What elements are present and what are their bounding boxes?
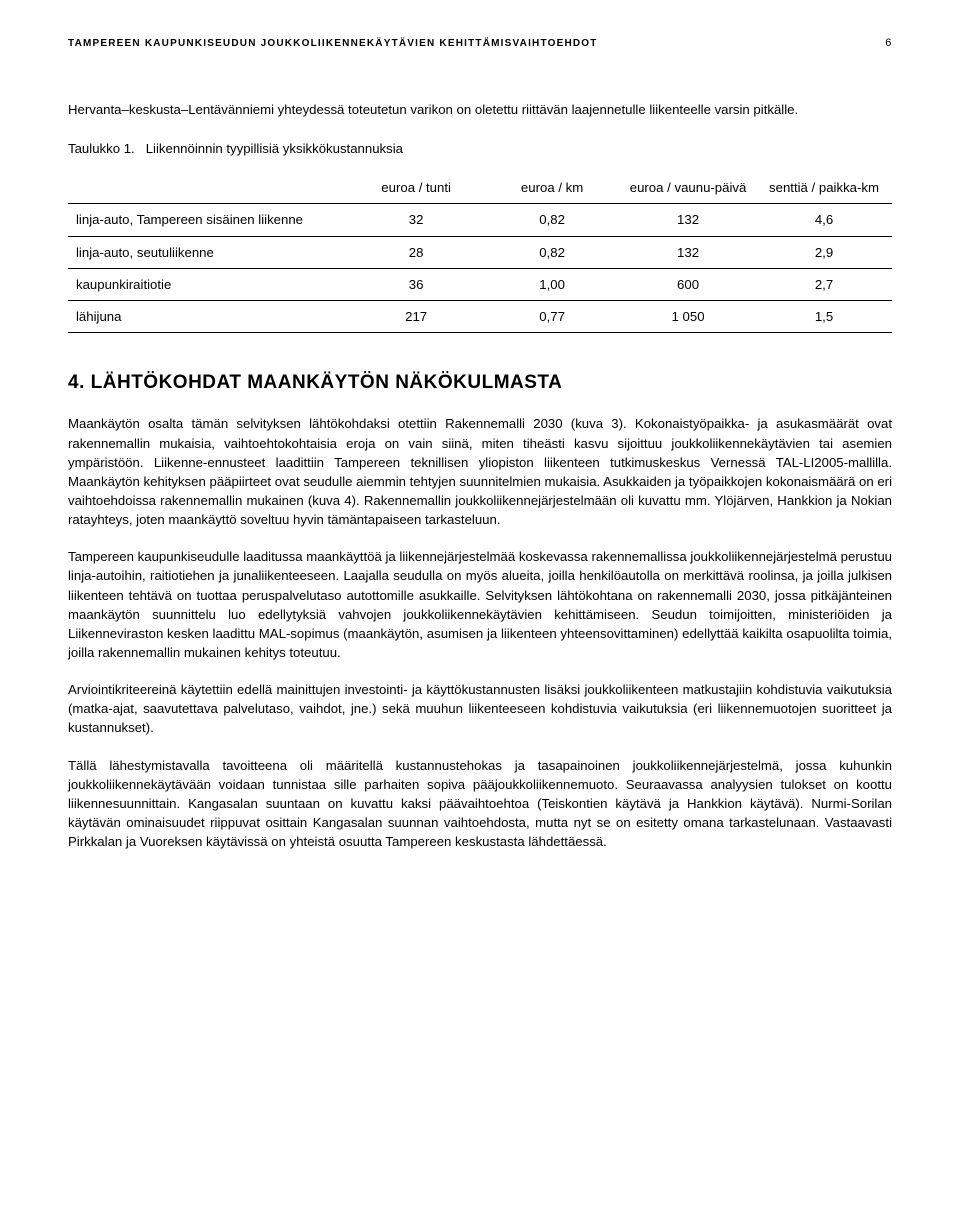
unit-cost-table: euroa / tunti euroa / km euroa / vaunu-p… [68, 172, 892, 333]
section4-p3: Arviointikriteereinä käytettiin edellä m… [68, 680, 892, 737]
cell: 32 [348, 204, 484, 236]
section4-p1: Maankäytön osalta tämän selvityksen läht… [68, 414, 892, 529]
row-label: lähijuna [68, 300, 348, 332]
page-number: 6 [885, 36, 892, 52]
col-header-empty [68, 172, 348, 204]
table-row: linja-auto, Tampereen sisäinen liikenne … [68, 204, 892, 236]
doc-title: TAMPEREEN KAUPUNKISEUDUN JOUKKOLIIKENNEK… [68, 37, 598, 52]
col-header-euroa-km: euroa / km [484, 172, 620, 204]
cell: 1,5 [756, 300, 892, 332]
col-header-euroa-vaunupaiva: euroa / vaunu-päivä [620, 172, 756, 204]
section-title: LÄHTÖKOHDAT MAANKÄYTÖN NÄKÖKULMASTA [91, 372, 563, 393]
table-caption: Taulukko 1. Liikennöinnin tyypillisiä yk… [68, 139, 892, 158]
table-row: kaupunkiraitiotie 36 1,00 600 2,7 [68, 268, 892, 300]
cell: 1 050 [620, 300, 756, 332]
page-header: TAMPEREEN KAUPUNKISEUDUN JOUKKOLIIKENNEK… [68, 36, 892, 52]
row-label: linja-auto, Tampereen sisäinen liikenne [68, 204, 348, 236]
row-label: kaupunkiraitiotie [68, 268, 348, 300]
cell: 4,6 [756, 204, 892, 236]
cell: 217 [348, 300, 484, 332]
col-header-senttia-paikkakm: senttiä / paikka-km [756, 172, 892, 204]
table-header-row: euroa / tunti euroa / km euroa / vaunu-p… [68, 172, 892, 204]
table-caption-rest: Liikennöinnin tyypillisiä yksikkökustann… [146, 141, 403, 156]
cell: 2,7 [756, 268, 892, 300]
cell: 600 [620, 268, 756, 300]
table-row: lähijuna 217 0,77 1 050 1,5 [68, 300, 892, 332]
section-number: 4. [68, 372, 85, 393]
cell: 36 [348, 268, 484, 300]
row-label: linja-auto, seutuliikenne [68, 236, 348, 268]
section-4-heading: 4. LÄHTÖKOHDAT MAANKÄYTÖN NÄKÖKULMASTA [68, 369, 892, 397]
intro-paragraph: Hervanta–keskusta–Lentävänniemi yhteydes… [68, 100, 892, 119]
table-caption-prefix: Taulukko 1. [68, 141, 135, 156]
section4-p4: Tällä lähestymistavalla tavoitteena oli … [68, 756, 892, 852]
cell: 132 [620, 204, 756, 236]
cell: 0,82 [484, 236, 620, 268]
section4-p2: Tampereen kaupunkiseudulle laaditussa ma… [68, 547, 892, 662]
cell: 0,82 [484, 204, 620, 236]
cell: 28 [348, 236, 484, 268]
cell: 2,9 [756, 236, 892, 268]
cell: 1,00 [484, 268, 620, 300]
cell: 132 [620, 236, 756, 268]
col-header-euroa-tunti: euroa / tunti [348, 172, 484, 204]
cell: 0,77 [484, 300, 620, 332]
table-row: linja-auto, seutuliikenne 28 0,82 132 2,… [68, 236, 892, 268]
